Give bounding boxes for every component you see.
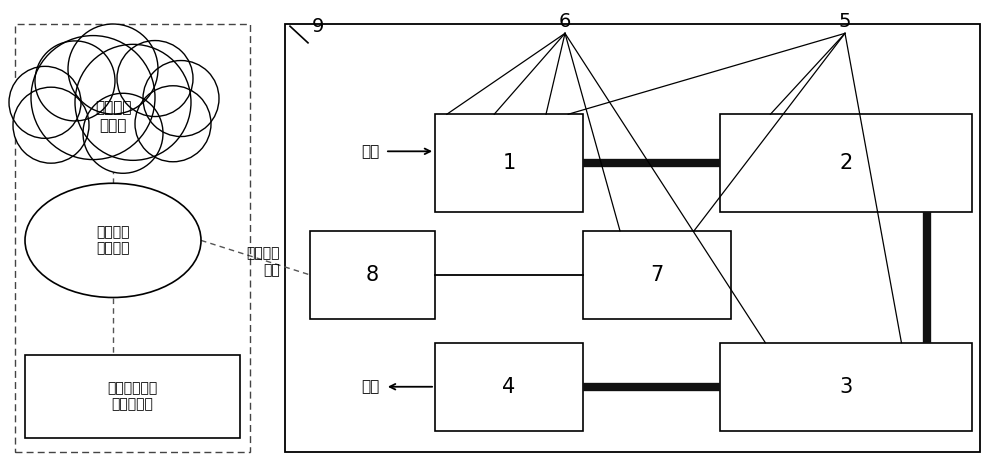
Text: 5: 5 <box>839 12 851 31</box>
Text: 成品: 成品 <box>362 379 380 394</box>
Text: 无线数据
通信网络: 无线数据 通信网络 <box>96 225 130 256</box>
Ellipse shape <box>143 60 219 137</box>
Text: 3: 3 <box>839 377 853 397</box>
Text: 后台云端
服务器: 后台云端 服务器 <box>95 100 131 133</box>
Ellipse shape <box>83 93 163 173</box>
Bar <box>720 114 972 212</box>
Ellipse shape <box>31 36 155 159</box>
Text: 9: 9 <box>312 17 324 36</box>
Ellipse shape <box>25 183 201 298</box>
Text: 8: 8 <box>366 265 379 285</box>
Bar <box>15 24 250 452</box>
Ellipse shape <box>75 44 191 160</box>
Ellipse shape <box>9 66 81 139</box>
Bar <box>720 343 972 431</box>
Bar <box>435 343 583 431</box>
Text: 6: 6 <box>559 12 571 31</box>
Text: 原料: 原料 <box>362 144 380 159</box>
Text: 2: 2 <box>839 153 853 173</box>
Text: 1: 1 <box>502 153 516 173</box>
Text: 智能远程群控
自助服务器: 智能远程群控 自助服务器 <box>107 381 158 411</box>
Ellipse shape <box>135 86 211 162</box>
Text: 4: 4 <box>502 377 516 397</box>
Ellipse shape <box>35 41 115 121</box>
Bar <box>435 114 583 212</box>
Ellipse shape <box>13 87 89 163</box>
Bar <box>285 24 980 452</box>
Ellipse shape <box>68 24 158 114</box>
Bar <box>25 355 240 438</box>
Text: 无线数据
通信: 无线数据 通信 <box>246 247 280 277</box>
Bar <box>583 231 731 319</box>
Text: 7: 7 <box>650 265 664 285</box>
Bar <box>310 231 435 319</box>
Ellipse shape <box>117 40 193 117</box>
